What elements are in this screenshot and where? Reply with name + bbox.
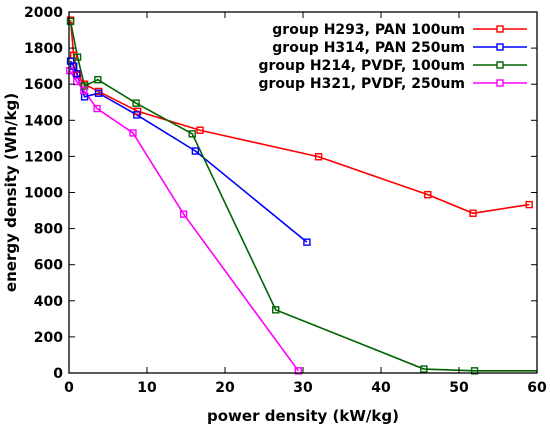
data-point (303, 238, 311, 246)
x-tick-label: 0 (64, 380, 74, 396)
data-point (314, 153, 323, 161)
y-tick-label: 1800 (24, 41, 63, 57)
data-point (133, 111, 141, 119)
y-tick-label: 2000 (24, 5, 63, 21)
x-axis-label: power density (kW/kg) (207, 407, 399, 425)
y-axis-label: energy density (Wh/kg) (2, 93, 20, 292)
data-point (69, 62, 78, 70)
data-point (129, 129, 137, 137)
data-point (469, 209, 477, 217)
x-tick-label: 10 (137, 380, 157, 396)
legend-marker (496, 61, 504, 69)
y-tick-label: 600 (34, 258, 63, 274)
data-point (191, 147, 200, 155)
data-point (93, 104, 101, 113)
y-tick-label: 0 (53, 366, 63, 382)
data-point (132, 99, 140, 107)
data-point (525, 200, 533, 209)
legend-marker (496, 43, 504, 51)
data-point (80, 86, 88, 95)
data-point (424, 190, 432, 199)
x-tick-label: 20 (215, 380, 235, 396)
data-point (80, 82, 89, 90)
y-tick-label: 800 (34, 222, 63, 238)
x-tick-label: 30 (293, 380, 313, 396)
series-line (69, 60, 308, 243)
data-point (188, 130, 196, 138)
x-tick-label: 40 (371, 380, 391, 396)
data-point (73, 70, 81, 78)
legend: group H293, PAN 100um group H314, PAN 250… (258, 22, 527, 92)
y-tick-label: 1600 (24, 77, 63, 93)
data-point (294, 367, 303, 375)
data-point (94, 89, 103, 97)
data-point (66, 17, 75, 26)
data-point (420, 365, 428, 373)
axis-ticks (68, 11, 538, 374)
legend-label: group H293, PAN 100um (272, 22, 465, 38)
y-tick-label: 400 (34, 294, 63, 310)
series-line (69, 70, 299, 372)
data-point (196, 126, 204, 134)
data-point (272, 306, 280, 314)
y-tick-label: 200 (34, 330, 63, 346)
legend-label: group H321, PVDF, 250um (258, 76, 465, 92)
data-point (66, 66, 74, 75)
x-tick-label: 50 (449, 380, 469, 396)
series-markers (66, 16, 533, 375)
legend-marker (496, 79, 504, 87)
axis-tick-labels: 0 10 20 30 40 50 60020040060080010001200140016… (24, 5, 547, 396)
legend-label: group H314, PAN 250um (272, 40, 465, 56)
data-point (73, 53, 82, 61)
data-point (94, 75, 102, 84)
y-tick-label: 1200 (24, 149, 63, 165)
y-tick-label: 1400 (24, 113, 63, 129)
x-tick-label: 60 (527, 380, 547, 396)
data-point (470, 367, 479, 375)
data-point (73, 77, 81, 86)
legend-marker (496, 25, 504, 33)
legend-label: group H214, PVDF, 100um (258, 58, 465, 74)
data-point (179, 210, 188, 218)
y-tick-label: 1000 (24, 186, 63, 202)
